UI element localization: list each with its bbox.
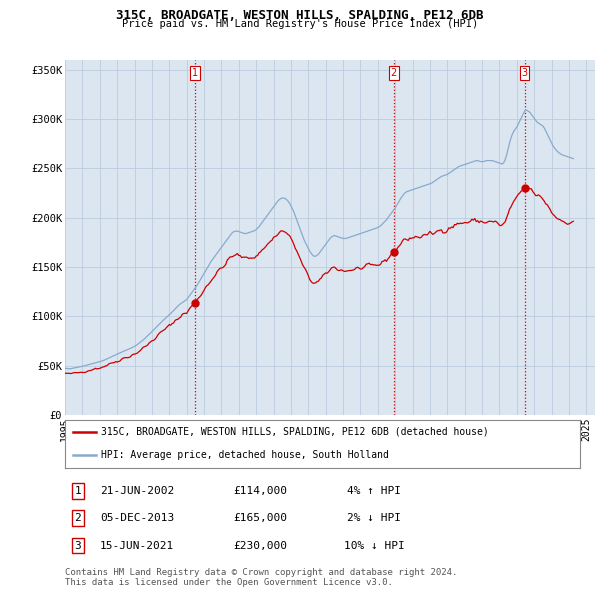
Text: Price paid vs. HM Land Registry's House Price Index (HPI): Price paid vs. HM Land Registry's House … [122, 19, 478, 29]
Text: 2: 2 [74, 513, 81, 523]
Text: 10% ↓ HPI: 10% ↓ HPI [344, 540, 404, 550]
Text: 15-JUN-2021: 15-JUN-2021 [100, 540, 174, 550]
Text: Contains HM Land Registry data © Crown copyright and database right 2024.
This d: Contains HM Land Registry data © Crown c… [65, 568, 457, 588]
Text: 1: 1 [74, 486, 81, 496]
Text: £165,000: £165,000 [234, 513, 288, 523]
Text: 21-JUN-2002: 21-JUN-2002 [100, 486, 174, 496]
Text: 2% ↓ HPI: 2% ↓ HPI [347, 513, 401, 523]
Text: 315C, BROADGATE, WESTON HILLS, SPALDING, PE12 6DB (detached house): 315C, BROADGATE, WESTON HILLS, SPALDING,… [101, 427, 489, 437]
Text: 315C, BROADGATE, WESTON HILLS, SPALDING, PE12 6DB: 315C, BROADGATE, WESTON HILLS, SPALDING,… [116, 9, 484, 22]
Text: 2: 2 [391, 68, 397, 78]
Text: £230,000: £230,000 [234, 540, 288, 550]
Text: HPI: Average price, detached house, South Holland: HPI: Average price, detached house, Sout… [101, 450, 389, 460]
Text: 4% ↑ HPI: 4% ↑ HPI [347, 486, 401, 496]
Text: 1: 1 [192, 68, 198, 78]
Text: 3: 3 [521, 68, 527, 78]
Text: 3: 3 [74, 540, 81, 550]
Text: £114,000: £114,000 [234, 486, 288, 496]
Text: 05-DEC-2013: 05-DEC-2013 [100, 513, 174, 523]
